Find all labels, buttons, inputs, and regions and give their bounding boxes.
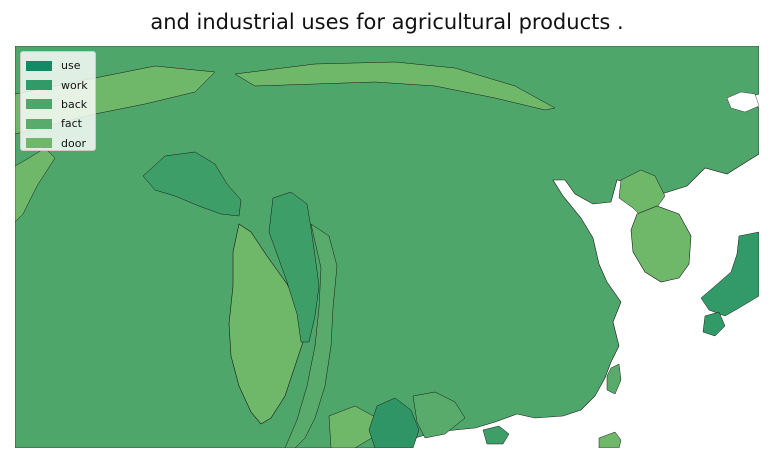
region-southeast [368, 397, 420, 448]
region-main-landmass [15, 46, 759, 448]
region-japan-north [726, 91, 759, 113]
map-legend: use work back fact door [20, 51, 96, 151]
region-philippines [598, 431, 622, 448]
legend-item: use [26, 56, 90, 75]
region-hainan [482, 425, 510, 445]
legend-item: door [26, 134, 90, 153]
legend-label: use [61, 59, 81, 73]
legend-swatch [26, 138, 52, 149]
region-central-north [142, 151, 242, 217]
legend-item: work [26, 75, 90, 94]
region-south-coast [412, 391, 466, 439]
legend-label: back [61, 97, 88, 111]
legend-label: door [61, 136, 86, 150]
legend-label: work [61, 78, 88, 92]
legend-swatch [26, 99, 52, 110]
region-japan-south [702, 311, 726, 337]
region-west [15, 147, 56, 223]
choropleth-map [15, 46, 759, 448]
map-title: and industrial uses for agricultural pro… [150, 10, 624, 34]
legend-item: fact [26, 114, 90, 133]
legend-swatch [26, 60, 52, 71]
region-east-coast-band [284, 223, 338, 448]
legend-item: back [26, 95, 90, 114]
legend-label: fact [61, 117, 82, 131]
region-peninsula-west [228, 223, 306, 425]
legend-swatch [26, 80, 52, 91]
legend-swatch [26, 118, 52, 129]
map-canvas [15, 46, 759, 448]
region-north-strip [234, 61, 556, 111]
region-korea-south [630, 205, 692, 283]
region-taiwan [606, 363, 622, 395]
region-japan-main [700, 231, 759, 317]
region-peninsula-east [268, 191, 320, 343]
